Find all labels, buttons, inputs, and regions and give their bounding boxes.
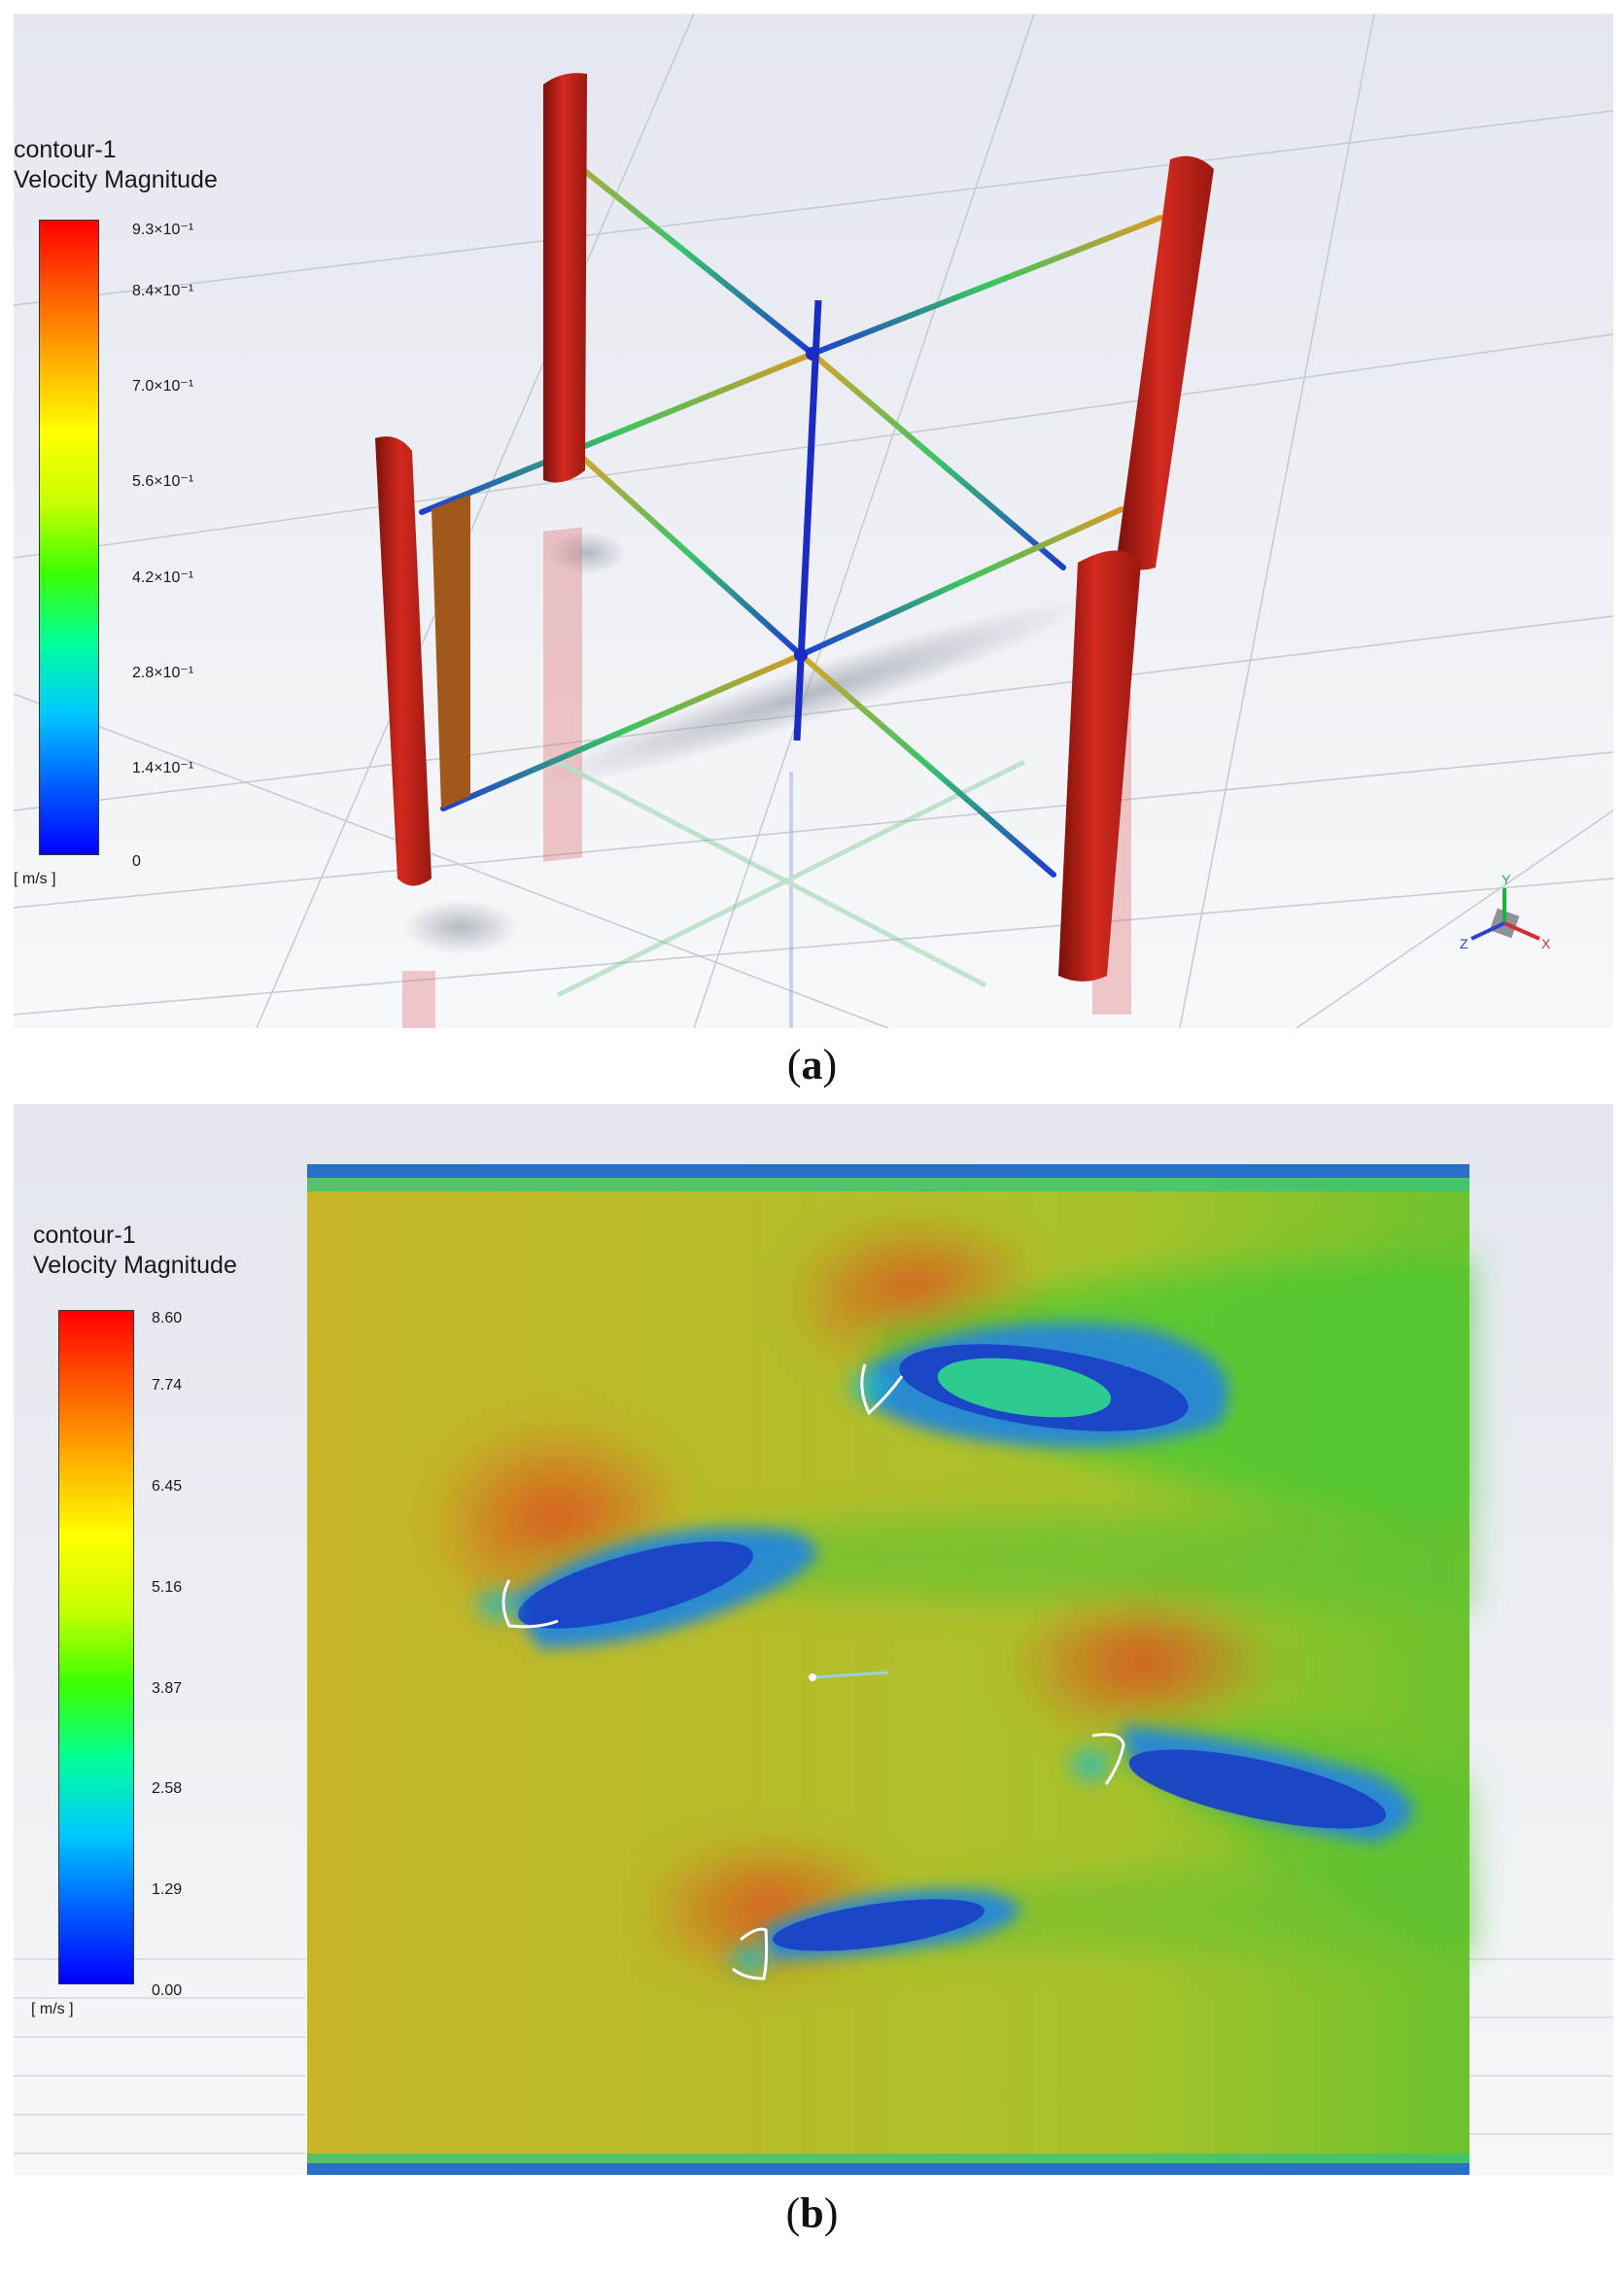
tick-label: 6.45 xyxy=(152,1478,183,1495)
tick-label: 0 xyxy=(132,853,141,870)
blade-top-right xyxy=(1117,155,1214,570)
tick-label: 2.8×10⁻¹ xyxy=(132,664,194,681)
legend-title-line1: contour-1 xyxy=(14,136,117,163)
tick-label: 7.0×10⁻¹ xyxy=(132,378,194,396)
tick-label: 7.74 xyxy=(152,1377,183,1395)
legend-title-line2: Velocity Magnitude xyxy=(14,166,218,193)
flow-domain xyxy=(307,1164,1469,2175)
colorbar-b xyxy=(58,1310,134,1984)
legend-title-line1-b: contour-1 xyxy=(33,1222,136,1249)
central-shaft xyxy=(793,299,822,741)
legend-title-line2-b: Velocity Magnitude xyxy=(33,1252,237,1279)
wake-cores xyxy=(517,1344,1387,1951)
panel-b-velocity-contour: contour-1 Velocity Magnitude 8.60 7.74 6.4… xyxy=(14,1104,1613,2175)
tick-label: 8.4×10⁻¹ xyxy=(132,283,194,300)
unit-label-b: [ m/s ] xyxy=(31,2001,74,2017)
blade-sections xyxy=(501,1363,1125,1981)
axis-y-label: Y xyxy=(1502,872,1511,887)
axis-x-label: X xyxy=(1541,936,1551,951)
tick-label: 3.87 xyxy=(152,1679,183,1697)
tick-label: 2.58 xyxy=(152,1780,183,1798)
legend-a: contour-1 Velocity Magnitude xyxy=(14,135,218,195)
tick-label: 4.2×10⁻¹ xyxy=(132,568,194,586)
tick-label: 0.00 xyxy=(152,1982,183,1999)
axis-z-label: Z xyxy=(1460,936,1469,951)
tick-label: 1.4×10⁻¹ xyxy=(132,759,194,776)
tick-label: 1.29 xyxy=(152,1881,183,1899)
rotor-arms xyxy=(419,137,1163,878)
contour-field xyxy=(14,1164,1613,2175)
unit-label-a: [ m/s ] xyxy=(14,871,56,887)
rotor-3d-scene xyxy=(14,14,1613,1028)
tick-label: 5.16 xyxy=(152,1578,183,1596)
blade-top-left xyxy=(543,73,587,483)
tick-label: 5.6×10⁻¹ xyxy=(132,473,194,491)
caption-a: (a) xyxy=(786,1041,838,1088)
caption-b-letter: b xyxy=(800,2189,824,2237)
tick-label: 8.60 xyxy=(152,1310,183,1326)
panel-a-3d-rotor-view: contour-1 Velocity Magnitude 9.3×10⁻¹ 8.4… xyxy=(14,14,1613,1028)
axes-triad-icon: Y X Z xyxy=(1460,872,1551,951)
legend-b: contour-1 Velocity Magnitude xyxy=(33,1221,237,1281)
tick-label: 9.3×10⁻¹ xyxy=(132,222,194,238)
shaft-section xyxy=(812,1671,889,1679)
caption-b: (b) xyxy=(785,2189,839,2237)
caption-a-letter: a xyxy=(801,1041,823,1088)
blade-front-right xyxy=(1058,550,1141,982)
colorbar-a xyxy=(39,220,99,855)
blade-left xyxy=(375,436,470,886)
floor-grid xyxy=(14,14,1613,1028)
